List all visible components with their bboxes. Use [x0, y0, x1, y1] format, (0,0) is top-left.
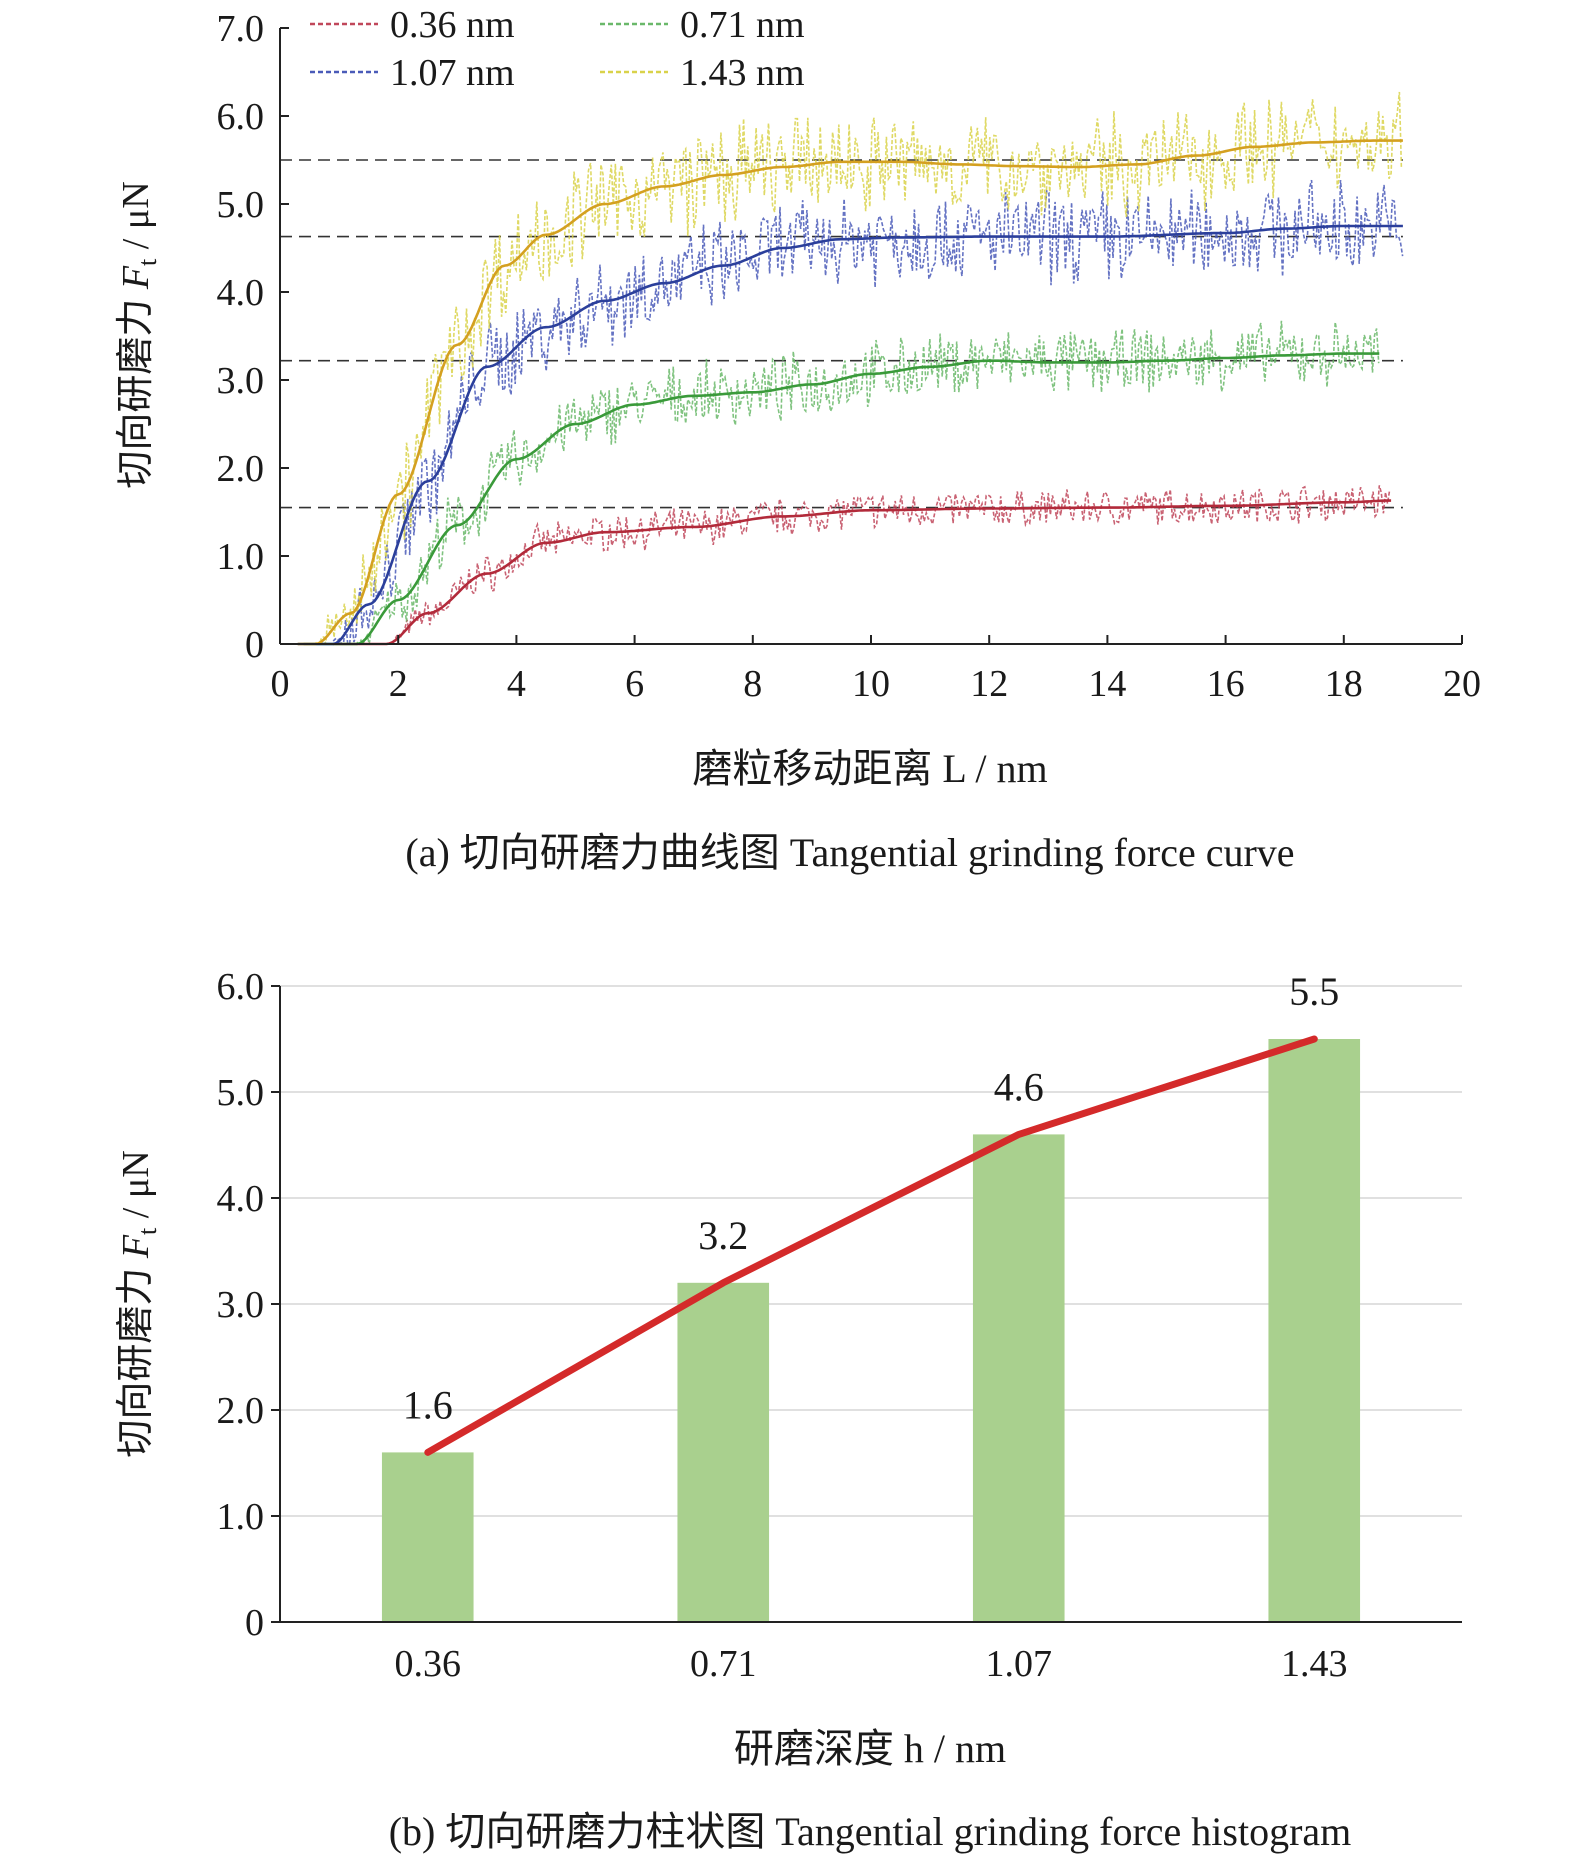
x-tick-label: 2: [389, 663, 408, 705]
x-tick-group: 0.36 0.71 1.07 1.43: [395, 1643, 1348, 1685]
x-tick-label: 0.36: [395, 1643, 462, 1685]
data-label: 4.6: [994, 1064, 1044, 1109]
smoothed-series-line: [303, 352, 1380, 646]
y-tick-label: 3.0: [217, 1284, 265, 1326]
data-labels: 1.6 3.2 4.6 5.5: [403, 969, 1340, 1427]
y-axis-label: 切向研磨力 Ft / μN: [115, 1150, 162, 1457]
raw-series-line: [356, 320, 1380, 646]
x-tick-label: 0.71: [690, 1643, 757, 1685]
raw-series-line: [332, 179, 1404, 645]
raw-series-group: [314, 91, 1404, 646]
x-tick-label: 8: [743, 663, 762, 705]
data-label: 1.6: [403, 1382, 453, 1427]
x-tick-label: 4: [507, 663, 526, 705]
bar: [381, 1452, 474, 1622]
y-tick-label: 6.0: [217, 96, 265, 138]
line-chart-panel: 0 1.0 2.0 3.0 4.0 5.0 6.0 7.0 0 2 4 6 8 10 12 14 16 18 20…: [115, 4, 1481, 875]
x-axis-label: 磨粒移动距离 L / nm: [692, 746, 1047, 791]
y-tick-label: 4.0: [217, 272, 265, 314]
bar: [1268, 1039, 1361, 1622]
y-axis-label: 切向研磨力 Ft / μN: [115, 181, 162, 488]
raw-series-line: [314, 91, 1403, 645]
y-tick-label: 4.0: [217, 1178, 265, 1220]
y-tick-label: 2.0: [217, 448, 265, 490]
y-tick-label: 5.0: [217, 184, 265, 226]
y-tick-label: 0: [245, 624, 264, 666]
legend: 0.36 nm 0.71 nm 1.07 nm 1.43 nm: [310, 4, 805, 94]
caption: (a) 切向研磨力曲线图 Tangential grinding force c…: [405, 830, 1294, 875]
smoothed-series-line: [333, 499, 1392, 646]
reference-lines: [280, 159, 1403, 509]
x-tick-group: 0 2 4 6 8 10 12 14 16 18 20: [271, 635, 1481, 705]
bar: [972, 1134, 1065, 1622]
bars: [381, 1039, 1361, 1622]
y-tick-label: 1.0: [217, 536, 265, 578]
x-tick-label: 1.07: [986, 1643, 1053, 1685]
smoothed-series-line: [297, 224, 1403, 646]
x-tick-label: 20: [1443, 663, 1481, 705]
x-tick-label: 10: [852, 663, 890, 705]
y-tick-label: 7.0: [217, 8, 265, 50]
x-axis-label: 研磨深度 h / nm: [734, 1726, 1006, 1771]
trend-line: [424, 1035, 1318, 1456]
legend-label: 1.43 nm: [680, 52, 805, 94]
data-label: 5.5: [1289, 969, 1339, 1014]
y-tick-label: 1.0: [217, 1496, 265, 1538]
y-tick-label: 0: [245, 1602, 264, 1644]
legend-label: 1.07 nm: [390, 52, 515, 94]
x-tick-label: 12: [970, 663, 1008, 705]
x-tick-label: 16: [1207, 663, 1245, 705]
data-label: 3.2: [698, 1213, 748, 1258]
smoothed-series-group: [297, 139, 1403, 646]
legend-label: 0.71 nm: [680, 4, 805, 46]
y-tick-label: 6.0: [217, 966, 265, 1008]
gridlines: [280, 985, 1462, 1517]
x-tick-label: 1.43: [1281, 1643, 1348, 1685]
bar-chart-panel: 1.6 3.2 4.6 5.5 0 1.0 2.0 3.0 4.0 5.0 6.0 0.36 0.7…: [115, 966, 1462, 1854]
x-tick-label: 6: [625, 663, 644, 705]
y-tick-group: 0 1.0 2.0 3.0 4.0 5.0 6.0: [217, 966, 280, 1644]
x-tick-label: 0: [271, 663, 290, 705]
smoothed-series-line: [297, 139, 1403, 646]
caption: (b) 切向研磨力柱状图 Tangential grinding force h…: [389, 1809, 1352, 1854]
x-tick-label: 14: [1088, 663, 1126, 705]
bar: [677, 1282, 770, 1622]
y-tick-label: 5.0: [217, 1072, 265, 1114]
y-tick-group: 0 1.0 2.0 3.0 4.0 5.0 6.0 7.0: [217, 8, 289, 666]
legend-label: 0.36 nm: [390, 4, 515, 46]
y-tick-label: 3.0: [217, 360, 265, 402]
y-tick-label: 2.0: [217, 1390, 265, 1432]
x-tick-label: 18: [1325, 663, 1363, 705]
